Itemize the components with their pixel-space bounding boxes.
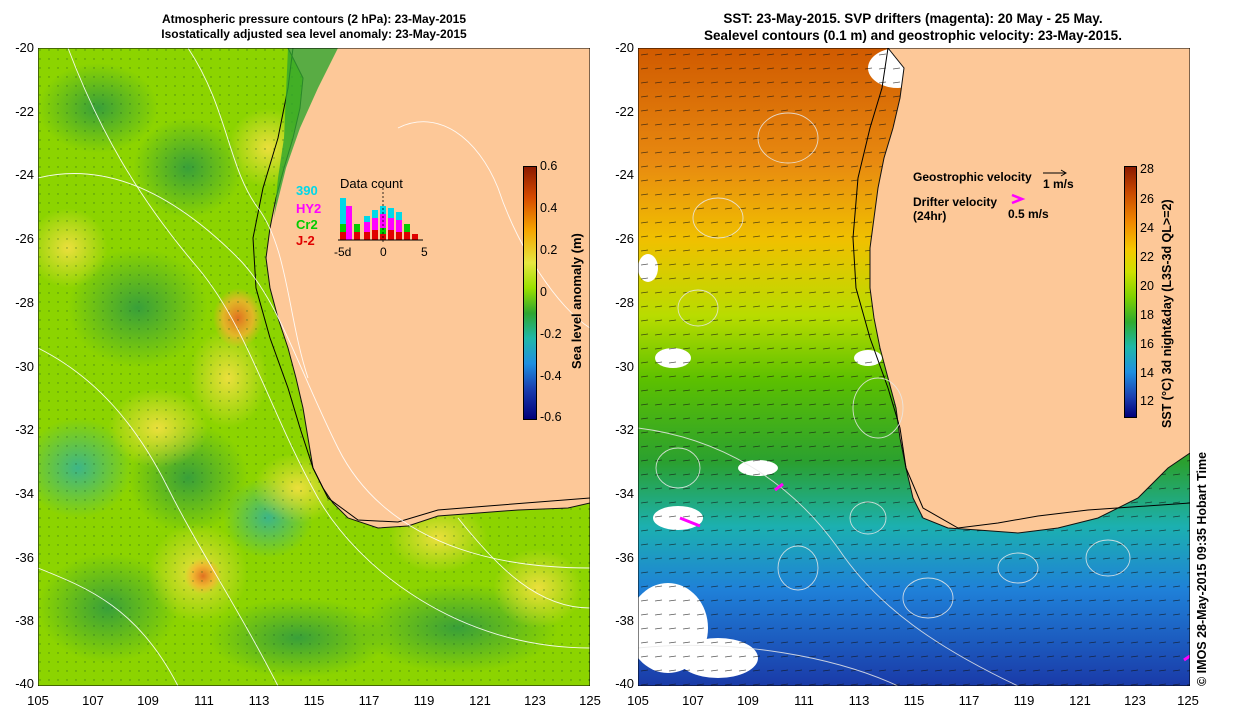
right-xtick: 123 (1124, 693, 1146, 708)
left-title-line2: Isostatically adjusted sea level anomaly… (161, 27, 467, 41)
geostrophic-velocity-label: Geostrophic velocity (913, 170, 1032, 184)
right-xtick: 111 (794, 693, 814, 708)
right-ytick: -26 (615, 231, 634, 246)
left-ytick: -28 (15, 295, 34, 310)
right-title-line1: SST: 23-May-2015. SVP drifters (magenta)… (723, 11, 1103, 26)
left-ytick: -26 (15, 231, 34, 246)
sst-cbar-tick-26: 26 (1140, 192, 1154, 206)
left-ytick: -34 (15, 486, 34, 501)
right-xtick: 107 (682, 693, 704, 708)
drifter-scale-arrow-icon (1011, 193, 1026, 205)
right-xtick: 125 (1177, 693, 1199, 708)
right-xtick: 105 (627, 693, 649, 708)
right-ytick: -22 (615, 104, 634, 119)
right-ytick: -38 (615, 613, 634, 628)
sst-cbar-tick-16: 16 (1140, 337, 1154, 351)
left-map-title: Atmospheric pressure contours (2 hPa): 2… (40, 12, 588, 42)
sla-cbar-tick-0.4: 0.4 (540, 201, 558, 215)
data-count-source-390: 390 (296, 183, 318, 198)
left-xtick: 119 (413, 693, 435, 708)
imos-credit: © IMOS 28-May-2015 09:35 Hobart Time (1195, 451, 1209, 686)
left-ytick: -22 (15, 104, 34, 119)
data-count-title: Data count (340, 176, 403, 191)
left-coastal-green-strip (270, 48, 338, 238)
right-australia-land (869, 48, 1190, 534)
sea-level-contours (638, 112, 1131, 686)
geostrophic-scale-label: 1 m/s (1043, 177, 1074, 191)
svp-drifter-tracks (679, 482, 1190, 662)
right-ytick: -40 (615, 676, 634, 691)
right-ytick: -20 (615, 40, 634, 55)
sla-cbar-tick-minus0.2: -0.2 (540, 327, 562, 341)
sla-cbar-tick-minus0.6: -0.6 (540, 410, 562, 424)
right-ytick: -32 (615, 422, 634, 437)
left-ytick: -36 (15, 550, 34, 565)
drifter-velocity-period: (24hr) (913, 209, 947, 223)
sst-cbar-label: SST (°C) 3d night&day (L3S-3d QL>=2) (1160, 199, 1174, 428)
sla-cbar-tick-0: 0 (540, 285, 547, 299)
sst-cbar-tick-22: 22 (1140, 250, 1154, 264)
left-ytick: -24 (15, 167, 34, 182)
left-title-line1: Atmospheric pressure contours (2 hPa): 2… (161, 12, 467, 26)
drifter-scale-label: 0.5 m/s (1008, 207, 1049, 221)
left-xtick: 105 (27, 693, 49, 708)
right-ytick: -30 (615, 359, 634, 374)
drifter-velocity-label: Drifter velocity (913, 195, 998, 209)
data-count-xtick-5: 5 (421, 245, 428, 259)
left-xtick: 109 (137, 693, 159, 708)
right-ytick: -34 (615, 486, 634, 501)
right-xtick: 109 (737, 693, 759, 708)
sst-map (638, 48, 1190, 686)
left-xtick: 121 (469, 693, 491, 708)
left-shelf-break (252, 48, 590, 523)
sst-cbar-tick-12: 12 (1140, 394, 1154, 408)
sst-cbar-tick-18: 18 (1140, 308, 1154, 322)
sst-colorbar (1124, 166, 1137, 418)
right-ytick: -36 (615, 550, 634, 565)
right-shelf-break (852, 48, 1190, 529)
left-ytick: -32 (15, 422, 34, 437)
right-ytick: -28 (615, 295, 634, 310)
sst-cbar-tick-20: 20 (1140, 279, 1154, 293)
data-count-source-cr2: Cr2 (296, 217, 318, 232)
left-xtick: 125 (579, 693, 601, 708)
right-title-line2: Sealevel contours (0.1 m) and geostrophi… (704, 28, 1122, 43)
data-count-source-hy2: HY2 (296, 201, 322, 216)
left-xtick: 113 (248, 693, 270, 708)
left-xtick: 123 (524, 693, 546, 708)
right-map-title: SST: 23-May-2015. SVP drifters (magenta)… (638, 10, 1188, 44)
left-ytick: -30 (15, 359, 34, 374)
right-xtick: 119 (1013, 693, 1035, 708)
sst-cbar-tick-14: 14 (1140, 366, 1154, 380)
sea-level-anomaly-map (38, 48, 590, 686)
right-xtick: 121 (1069, 693, 1091, 708)
data-count-inset (338, 188, 423, 243)
sea-level-colorbar (523, 166, 537, 420)
left-ytick: -40 (15, 676, 34, 691)
left-xtick: 111 (194, 693, 214, 708)
data-count-source-j2: J-2 (296, 233, 315, 248)
pressure-contours (38, 48, 590, 686)
sla-cbar-tick-minus0.4: -0.4 (540, 369, 562, 383)
sla-cbar-tick-0.6: 0.6 (540, 159, 558, 173)
sla-cbar-tick-0.2: 0.2 (540, 243, 558, 257)
left-xtick: 117 (358, 693, 380, 708)
left-xtick: 107 (82, 693, 104, 708)
right-xtick: 113 (848, 693, 870, 708)
left-xtick: 115 (303, 693, 325, 708)
left-ytick: -38 (15, 613, 34, 628)
geostrophic-scale-arrow-icon (1043, 169, 1067, 177)
data-count-xtick-0: 0 (380, 245, 387, 259)
left-ytick: -20 (15, 40, 34, 55)
right-xtick: 115 (903, 693, 925, 708)
sst-cbar-tick-24: 24 (1140, 221, 1154, 235)
right-xtick: 117 (958, 693, 980, 708)
data-count-xtick-minus5d: -5d (334, 245, 352, 259)
sla-cbar-label: Sea level anomaly (m) (569, 233, 584, 369)
right-ytick: -24 (615, 167, 634, 182)
sst-cbar-tick-28: 28 (1140, 162, 1154, 176)
